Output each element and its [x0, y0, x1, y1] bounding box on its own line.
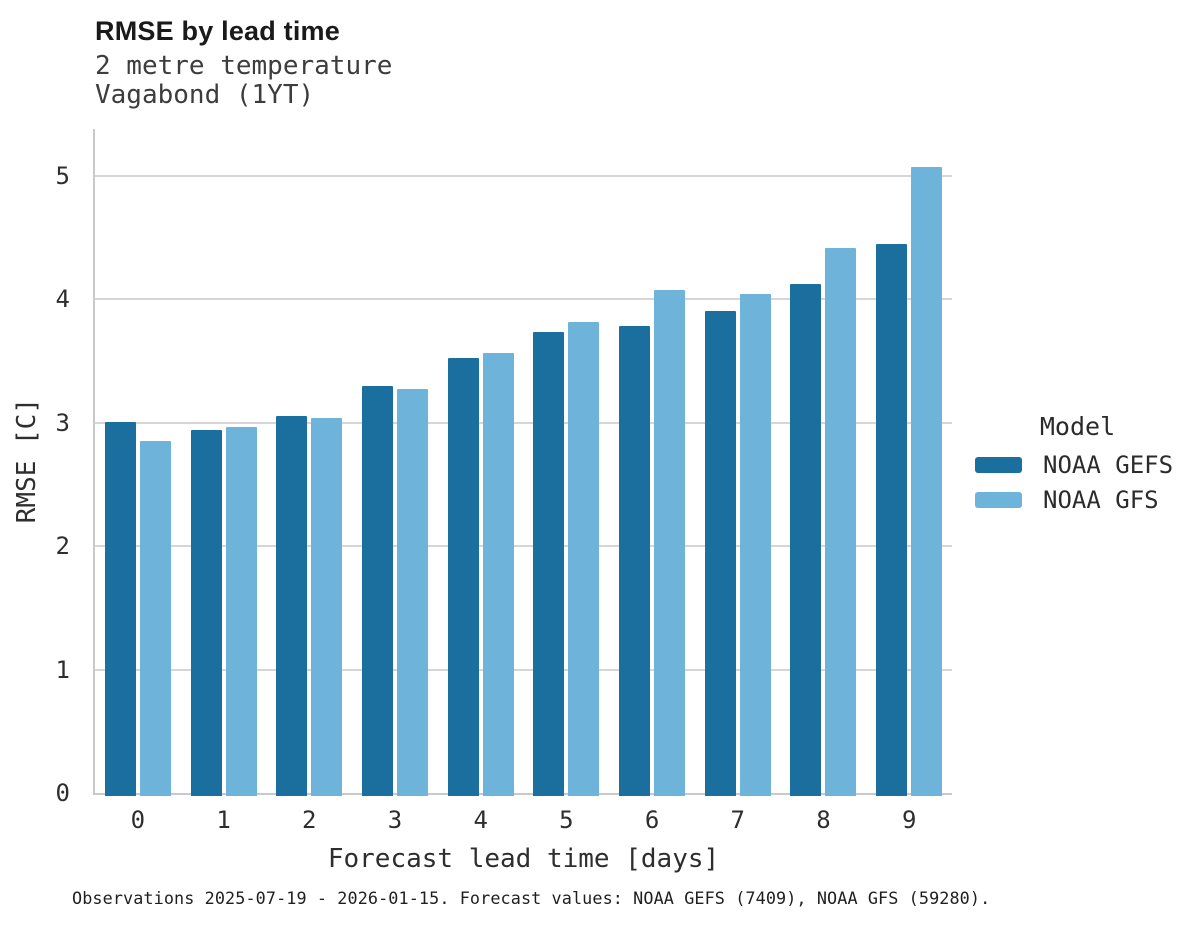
bar-group-lead-9 — [866, 129, 952, 796]
plot-area — [93, 129, 952, 796]
y-tick-label-4: 4 — [55, 285, 70, 314]
gridline-y-4 — [95, 298, 952, 301]
bar-noaa-gfs-lead-0 — [139, 440, 171, 796]
bar-noaa-gefs-lead-7 — [704, 311, 736, 796]
x-tick-label-8: 8 — [816, 806, 831, 834]
bar-group-lead-1 — [181, 129, 267, 796]
bar-group-lead-8 — [781, 129, 867, 796]
bar-noaa-gfs-lead-7 — [739, 293, 771, 796]
y-tick-label-0: 0 — [55, 779, 70, 807]
gridline-y-1 — [95, 668, 952, 671]
bar-series-container — [95, 129, 952, 796]
x-tick-label-6: 6 — [644, 806, 660, 834]
legend: Model NOAA GEFS NOAA GFS — [975, 412, 1180, 522]
bar-group-lead-0 — [95, 129, 181, 796]
gridline-y-5 — [95, 175, 952, 177]
bar-noaa-gfs-lead-2 — [311, 418, 343, 796]
bar-noaa-gefs-lead-6 — [619, 325, 651, 796]
bar-noaa-gefs-lead-2 — [276, 415, 308, 796]
legend-swatch-noaa-gefs — [975, 457, 1022, 473]
bar-group-lead-2 — [266, 129, 352, 796]
bar-noaa-gfs-lead-8 — [825, 248, 857, 796]
bar-noaa-gefs-lead-9 — [876, 244, 908, 796]
gridline-y-3 — [95, 421, 952, 424]
gridline-y-2 — [95, 545, 952, 548]
x-tick-label-9: 9 — [901, 806, 917, 834]
chart-title: RMSE by lead time — [95, 16, 340, 46]
x-axis-title: Forecast lead time [days] — [327, 844, 720, 874]
x-tick-label-7: 7 — [730, 806, 745, 834]
bar-noaa-gfs-lead-9 — [911, 166, 943, 796]
y-tick-label-1: 1 — [55, 655, 70, 684]
bar-noaa-gfs-lead-4 — [482, 353, 514, 796]
bar-noaa-gefs-lead-0 — [104, 422, 136, 796]
bar-group-lead-7 — [695, 129, 781, 796]
y-tick-label-5: 5 — [55, 162, 70, 190]
y-tick-label-2: 2 — [55, 532, 70, 561]
x-tick-label-2: 2 — [302, 806, 317, 834]
x-tick-label-3: 3 — [387, 806, 403, 834]
bar-group-lead-6 — [609, 129, 695, 796]
legend-entries: NOAA GEFS NOAA GFS — [975, 451, 1180, 514]
x-tick-label-1: 1 — [216, 806, 231, 834]
x-tick-label-5: 5 — [559, 806, 574, 834]
bar-noaa-gefs-lead-1 — [190, 429, 222, 796]
legend-title: Model — [1039, 412, 1116, 441]
legend-label-noaa-gfs: NOAA GFS — [1043, 486, 1159, 514]
chart-subtitle-station: Vagabond (1YT) — [95, 80, 315, 110]
y-tick-label-3: 3 — [55, 408, 70, 437]
chart-subtitle-variable: 2 metre temperature — [95, 51, 393, 81]
y-axis-tick-labels: 0 1 2 3 4 5 — [0, 129, 93, 807]
bar-noaa-gfs-lead-1 — [225, 427, 257, 796]
bar-noaa-gfs-lead-5 — [568, 322, 600, 796]
legend-entry-noaa-gfs: NOAA GFS — [975, 486, 1180, 514]
bar-group-lead-5 — [524, 129, 610, 796]
bar-noaa-gefs-lead-5 — [533, 332, 565, 796]
bar-group-lead-4 — [438, 129, 524, 796]
bar-noaa-gefs-lead-4 — [447, 357, 479, 796]
legend-label-noaa-gefs: NOAA GEFS — [1043, 451, 1174, 479]
bar-noaa-gefs-lead-3 — [361, 386, 393, 796]
bar-noaa-gfs-lead-6 — [654, 290, 686, 796]
bar-group-lead-3 — [352, 129, 438, 796]
x-tick-label-0: 0 — [130, 806, 146, 834]
caption: Observations 2025-07-19 - 2026-01-15. Fo… — [72, 888, 991, 908]
x-axis-tick-labels: 0 1 2 3 4 5 6 7 8 9 — [95, 806, 952, 834]
x-tick-label-4: 4 — [473, 806, 488, 834]
bar-noaa-gefs-lead-8 — [790, 283, 822, 796]
legend-entry-noaa-gefs: NOAA GEFS — [975, 451, 1180, 479]
legend-swatch-noaa-gfs — [975, 492, 1022, 508]
bar-noaa-gfs-lead-3 — [396, 388, 428, 796]
